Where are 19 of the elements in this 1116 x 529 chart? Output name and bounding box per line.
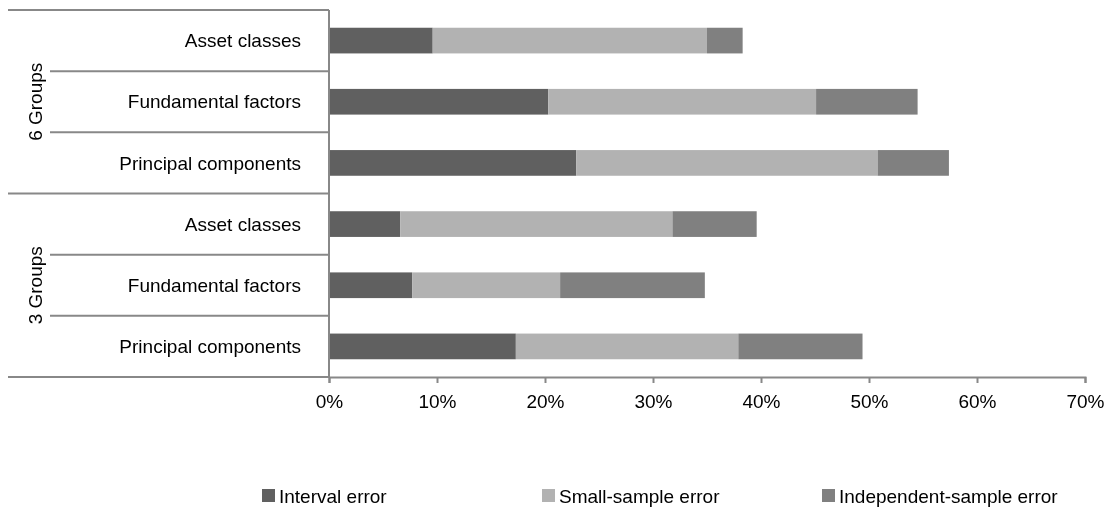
legend-label: Small-sample error (559, 485, 721, 507)
y-tick-label: Asset classes (184, 213, 301, 235)
text: 3 Groups (24, 246, 46, 325)
y-tick-label: Fundamental factors (127, 91, 301, 113)
x-tick-label: 50% (850, 391, 889, 413)
y-tick-label: Asset classes (184, 30, 301, 52)
x-tick-label: 10% (418, 391, 457, 413)
y-tick-label: Principal components (119, 152, 301, 174)
x-tick-label: 20% (526, 391, 565, 413)
y-tick-label: Fundamental factors (127, 274, 301, 296)
legend-label: Independent-sample error (839, 485, 1059, 507)
x-tick-label: 60% (958, 391, 997, 413)
x-tick-label: 0% (315, 391, 344, 413)
x-tick-label: 30% (634, 391, 673, 413)
legend-label: Interval error (279, 485, 388, 507)
y-tick-label: Principal components (119, 336, 301, 358)
x-tick-label: 70% (1066, 391, 1105, 413)
text: 6 Groups (24, 62, 46, 141)
x-tick-label: 40% (742, 391, 781, 413)
